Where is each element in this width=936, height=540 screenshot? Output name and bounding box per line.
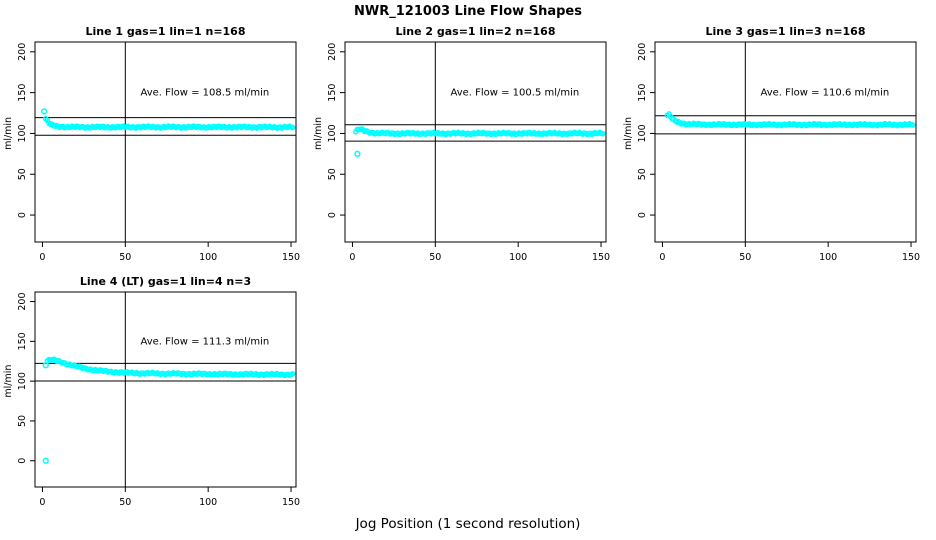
subplot-2-title: Line 2 gas=1 lin=2 n=168 [395,25,556,38]
x-tick-label: 150 [902,252,920,263]
x-tick-label: 100 [819,252,837,263]
x-axis-label: Jog Position (1 second resolution) [355,516,581,532]
subplot-4: 0 50 100 150 0 50 100 150 200 ml/min Ave. Flow = 1… [3,291,300,508]
subplot-4-title: Line 4 (LT) gas=1 lin=4 n=3 [79,275,252,288]
y-tick-label: 50 [327,168,338,180]
page-title: NWR_121003 Line Flow Shapes [354,4,582,19]
subplot-1-title: Line 1 gas=1 lin=1 n=168 [85,25,246,38]
y-tick-label: 150 [637,84,648,102]
x-tick-label: 100 [199,497,217,508]
subplot-3: 0 50 100 150 0 50 100 150 200 ml/min Ave. Flow = 1… [623,41,920,263]
y-tick-label: 50 [17,415,28,427]
y-tick-label: 0 [17,458,28,464]
y-tick-label: 150 [17,332,28,350]
y-tick-label: 150 [17,84,28,102]
plot-box [654,41,917,243]
y-tick-label: 50 [637,168,648,180]
data-point [599,130,606,137]
subplot-3-title: Line 3 gas=1 lin=3 n=168 [705,25,866,38]
flow-annotation: Ave. Flow = 100.5 ml/min [450,88,579,99]
outlier-point [42,457,49,464]
y-tick-label: 200 [17,43,28,61]
x-tick-label: 50 [119,497,131,508]
y-axis-unit-label: ml/min [3,365,14,398]
subplot-2: 0 50 100 150 0 50 100 150 200 ml/min Ave. Flow = 1… [313,41,610,263]
x-tick-label: 0 [39,497,45,508]
y-tick-label: 0 [17,212,28,218]
x-tick-label: 50 [739,252,751,263]
y-tick-label: 100 [17,124,28,142]
y-axis-unit-label: ml/min [623,117,634,150]
x-tick-label: 0 [39,252,45,263]
outlier-point [354,150,361,157]
y-tick-label: 100 [637,124,648,142]
data-point [289,124,296,131]
y-tick-label: 200 [327,43,338,61]
x-tick-label: 150 [592,252,610,263]
y-tick-label: 100 [17,372,28,390]
outlier-point [42,362,49,369]
y-tick-label: 200 [17,292,28,310]
y-tick-label: 0 [327,212,338,218]
flow-annotation: Ave. Flow = 111.3 ml/min [140,336,269,347]
x-tick-label: 100 [199,252,217,263]
flow-annotation: Ave. Flow = 108.5 ml/min [140,88,269,99]
y-axis-unit-label: ml/min [3,117,14,150]
plot-box [34,291,297,488]
y-tick-label: 50 [17,168,28,180]
x-tick-label: 0 [659,252,665,263]
subplot-1: 0 50 100 150 0 50 100 150 200 ml/min Ave. Flow = 1… [3,41,300,263]
y-tick-label: 150 [327,84,338,102]
x-tick-label: 0 [349,252,355,263]
y-tick-label: 200 [637,43,648,61]
flow-annotation: Ave. Flow = 110.6 ml/min [760,88,889,99]
x-tick-label: 50 [119,252,131,263]
plot-box [344,41,607,243]
data-point [289,371,296,377]
x-tick-label: 150 [282,252,300,263]
y-tick-label: 0 [637,212,648,218]
x-tick-label: 50 [429,252,441,263]
y-axis-unit-label: ml/min [313,117,324,150]
plot-box [34,41,297,243]
x-tick-label: 150 [282,497,300,508]
x-tick-label: 100 [509,252,527,263]
data-point [909,122,916,128]
y-tick-label: 100 [327,124,338,142]
outlier-point [40,108,48,115]
